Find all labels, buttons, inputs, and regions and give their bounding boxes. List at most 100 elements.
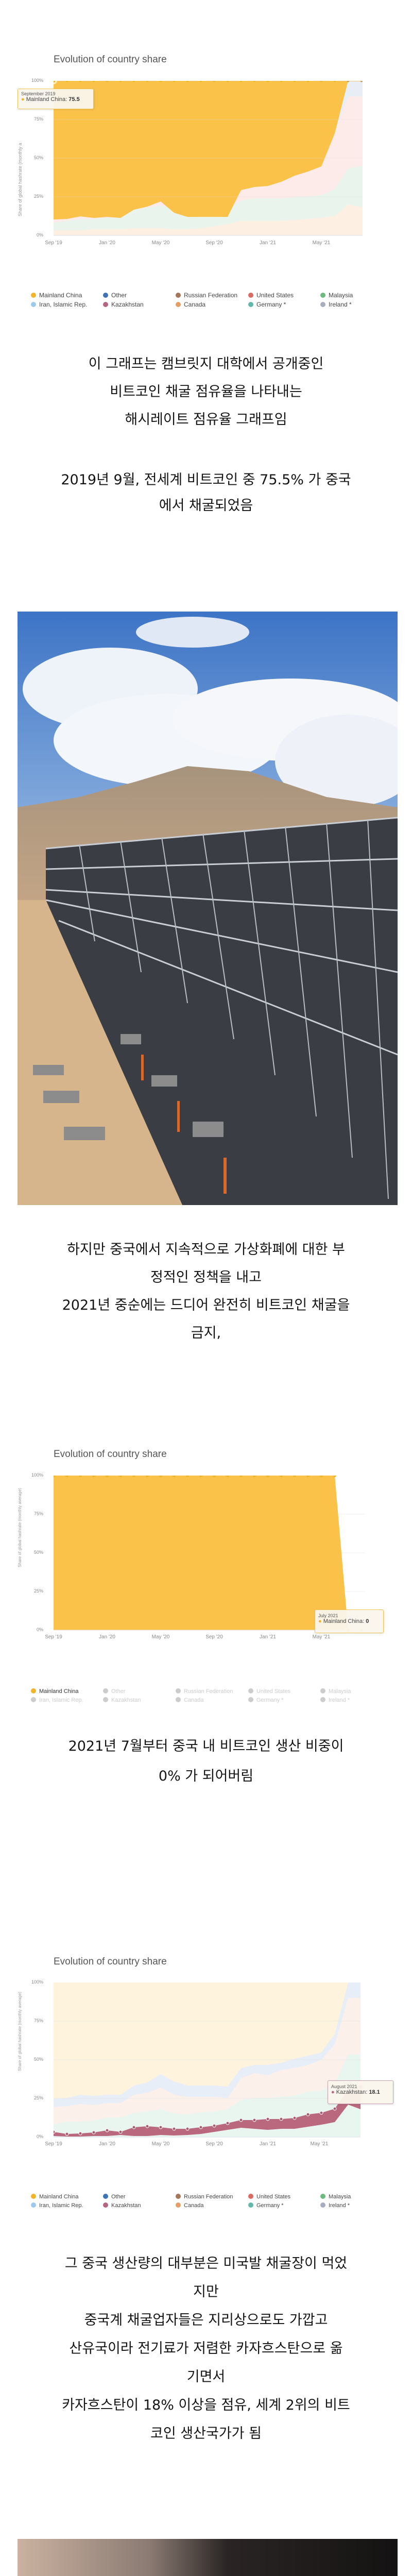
ytick: 75% [33, 1511, 43, 1516]
legend-item[interactable]: Ireland * [320, 301, 352, 308]
chart-2-tooltip: July 2021 ● Mainland China: 0 [315, 1609, 384, 1633]
legend-item[interactable]: Other [103, 2194, 126, 2200]
ytick: 50% [33, 1550, 43, 1555]
ytick: 0% [36, 1627, 43, 1632]
legend-dot-icon [176, 302, 181, 307]
tooltip-series: Mainland China: [323, 1618, 366, 1624]
legend-item[interactable]: Malaysia [320, 292, 353, 299]
xtick: Jan '21 [260, 1634, 276, 1640]
legend-item[interactable]: Mainland China [31, 2194, 78, 2200]
ytick: 25% [33, 2095, 43, 2100]
legend-dot-icon [31, 2194, 36, 2199]
legend-item[interactable]: Germany * [248, 2202, 284, 2209]
legend-item[interactable]: Kazakhstan [103, 2202, 141, 2209]
ytick: 75% [33, 116, 43, 122]
ytick: 0% [36, 232, 43, 238]
legend-item[interactable]: Canada [176, 2202, 204, 2209]
xtick: May '20 [151, 2141, 170, 2147]
ytick: 100% [31, 1472, 43, 1478]
legend-item[interactable]: Ireland * [320, 2202, 350, 2209]
chart-2: Evolution of country share Share of glob… [0, 1432, 412, 1710]
ytick: 100% [31, 1979, 43, 1985]
chart-1-title: Evolution of country share [54, 54, 167, 65]
legend-item[interactable]: Canada [176, 301, 205, 308]
legend-item[interactable]: Malaysia [320, 1688, 351, 1694]
ytick: 0% [36, 2134, 43, 2139]
legend-item[interactable]: Iran, Islamic Rep. [31, 1697, 83, 1703]
xtick: May '21 [310, 2141, 329, 2147]
paragraph-2: 2019년 9월, 전세계 비트코인 중 75.5% 가 중국 에서 채굴되었음 [61, 472, 351, 514]
legend-dot-icon [320, 2194, 325, 2199]
chart-1: Evolution of country share Share of glob… [0, 0, 412, 314]
chart-2-legend: Mainland China Other Russian Federation … [0, 1688, 412, 1707]
legend-dot-icon [31, 302, 36, 307]
legend-item[interactable]: Russian Federation [176, 2194, 233, 2200]
tooltip-value: 18.1 [369, 2089, 380, 2095]
chart-3-legend: Mainland China Other Russian Federation … [0, 2194, 412, 2212]
legend-dot-icon [320, 1688, 325, 1693]
legend-dot-icon [176, 2194, 181, 2199]
legend-item[interactable]: Kazakhstan [103, 1697, 141, 1703]
legend-dot-icon [248, 302, 253, 307]
legend-dot-icon [176, 1688, 181, 1693]
legend-item[interactable]: Germany * [248, 301, 286, 308]
legend-dot-icon [31, 1697, 36, 1702]
legend-item[interactable]: United States [248, 1688, 290, 1694]
chart-2-title: Evolution of country share [54, 1449, 167, 1460]
chart-3: Evolution of country share Share of glob… [0, 1947, 412, 2215]
legend-item[interactable]: Russian Federation [176, 1688, 233, 1694]
paragraph-1: 이 그래프는 캠브릿지 대학에서 공개중인 비트코인 채굴 점유율을 나타내는 … [88, 356, 324, 428]
legend-item[interactable]: Iran, Islamic Rep. [31, 2202, 83, 2209]
tooltip-value-row: ● Kazakhstan: 18.1 [331, 2089, 380, 2095]
tooltip-date: September 2019 [21, 91, 56, 96]
legend-dot-icon [176, 1697, 181, 1702]
chart-1-ylabel: Share of global hashrate (monthly a [18, 143, 23, 216]
xtick: Sep '19 [45, 240, 62, 246]
xtick: Jan '20 [99, 2141, 115, 2147]
legend-dot-icon [320, 293, 325, 298]
legend-item[interactable]: Mainland China [31, 292, 82, 299]
tooltip-value: 75.5 [68, 96, 80, 103]
legend-dot-icon [103, 2194, 108, 2199]
legend-item[interactable]: Canada [176, 1697, 204, 1703]
legend-dot-icon [320, 302, 325, 307]
chart-3-plot [54, 1982, 364, 2138]
legend-item[interactable]: Malaysia [320, 2194, 351, 2200]
legend-dot-icon [248, 2194, 253, 2199]
legend-item[interactable]: Other [103, 1688, 126, 1694]
ytick: 75% [33, 2018, 43, 2023]
chart-1-tooltip: September 2019 ● Mainland China: 75.5 [18, 89, 94, 109]
kazakhstan-unrest-photo [18, 2539, 398, 2576]
legend-dot-icon [31, 1688, 36, 1693]
tooltip-series: Mainland China: [26, 96, 69, 103]
chart-2-ylabel: Share of global hashrate (monthly averag… [18, 1488, 22, 1567]
legend-item[interactable]: Germany * [248, 1697, 284, 1703]
legend-item[interactable]: Ireland * [320, 1697, 350, 1703]
legend-item[interactable]: Other [103, 292, 127, 299]
tooltip-series: Kazakhstan: [336, 2089, 369, 2095]
legend-dot-icon [248, 1697, 253, 1702]
legend-dot-icon [103, 1697, 108, 1702]
legend-item[interactable]: Iran, Islamic Rep. [31, 301, 87, 308]
legend-item[interactable]: United States [248, 292, 294, 299]
xtick: Sep '19 [45, 1634, 62, 1640]
ytick: 50% [33, 2057, 43, 2062]
legend-dot-icon [103, 293, 108, 298]
legend-dot-icon [31, 293, 36, 298]
legend-dot-icon [248, 293, 253, 298]
xtick: May '20 [151, 240, 170, 246]
legend-dot-icon [31, 2202, 36, 2208]
legend-dot-icon [248, 1688, 253, 1693]
legend-item[interactable]: Mainland China [31, 1688, 78, 1694]
ytick: 25% [33, 1588, 43, 1594]
legend-item[interactable]: Kazakhstan [103, 301, 144, 308]
tooltip-value: 0 [366, 1618, 369, 1624]
xtick: Jan '21 [260, 240, 276, 246]
legend-item[interactable]: Russian Federation [176, 292, 237, 299]
xtick: Sep '20 [205, 2141, 223, 2147]
mining-farm-photo [18, 612, 398, 1205]
legend-item[interactable]: United States [248, 2194, 290, 2200]
legend-dot-icon [320, 1697, 325, 1702]
xtick: Jan '20 [99, 1634, 115, 1640]
paragraph-5: 그 중국 생산량의 대부분은 미국발 채굴장이 먹었 지만 중국계 채굴업자들은… [62, 2256, 350, 2442]
